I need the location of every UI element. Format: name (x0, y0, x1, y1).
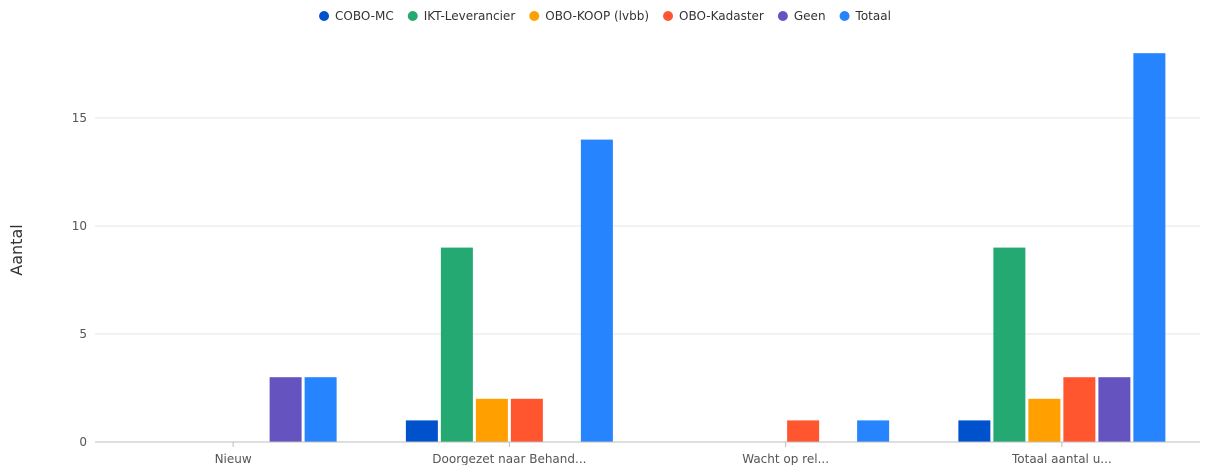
chart-bars (269, 53, 1166, 442)
legend-item-obo-kadaster[interactable]: OBO-Kadaster (663, 9, 764, 23)
bar-geen[interactable] (1098, 377, 1131, 442)
x-tick-label: Doorgezet naar Behand... (432, 452, 586, 465)
legend-marker (407, 11, 418, 21)
legend-label: COBO-MC (335, 9, 394, 23)
chart-legend: COBO-MC IKT-Leverancier OBO-KOOP (lvbb) OBO… (319, 9, 891, 23)
x-tick-label: Totaal aantal u... (1011, 452, 1112, 465)
bar-obo-kadaster[interactable] (787, 420, 820, 442)
bar-geen[interactable] (269, 377, 302, 442)
legend-label: OBO-Kadaster (679, 9, 764, 23)
bar-totaal[interactable] (1133, 53, 1166, 442)
chart-gridlines (95, 117, 1200, 443)
legend-item-geen[interactable]: Geen (777, 9, 826, 23)
bar-obo-koop-lvbb[interactable] (1028, 398, 1061, 442)
legend-item-totaal[interactable]: Totaal (839, 9, 891, 23)
legend-label: IKT-Leverancier (424, 9, 516, 23)
y-tick-label: 0 (79, 435, 87, 449)
bar-totaal[interactable] (304, 377, 337, 442)
bar-ikt-leverancier[interactable] (440, 247, 473, 442)
y-axis: 0 5 10 15 (72, 111, 87, 449)
y-tick-label: 15 (72, 111, 87, 125)
legend-item-ikt-leverancier[interactable]: IKT-Leverancier (407, 9, 516, 23)
x-axis: Nieuw Doorgezet naar Behand... Wacht op re… (95, 441, 1200, 466)
bar-obo-koop-lvbb[interactable] (475, 398, 508, 442)
legend-marker (839, 11, 850, 21)
bar-totaal[interactable] (857, 420, 890, 442)
y-tick-label: 5 (79, 327, 87, 341)
legend-item-obo-koop-lvbb[interactable]: OBO-KOOP (lvbb) (529, 9, 649, 23)
bar-ikt-leverancier[interactable] (993, 247, 1026, 442)
legend-marker (777, 11, 788, 21)
legend-label: OBO-KOOP (lvbb) (545, 9, 649, 23)
legend-label: Totaal (855, 9, 891, 23)
legend-item-cobo-mc[interactable]: COBO-MC (319, 9, 394, 23)
x-tick-label: Wacht op rel... (742, 452, 829, 465)
bar-cobo-mc[interactable] (958, 420, 991, 442)
legend-label: Geen (794, 9, 826, 23)
legend-marker (319, 11, 330, 21)
bar-cobo-mc[interactable] (405, 420, 438, 442)
bar-obo-kadaster[interactable] (1063, 377, 1096, 442)
bar-totaal[interactable] (580, 139, 613, 442)
legend-marker (529, 11, 540, 21)
y-tick-label: 10 (72, 219, 87, 233)
x-tick-label: Nieuw (215, 452, 252, 465)
y-axis-label: Aantal (7, 224, 26, 275)
bar-obo-kadaster[interactable] (510, 398, 543, 442)
legend-marker (663, 11, 674, 21)
